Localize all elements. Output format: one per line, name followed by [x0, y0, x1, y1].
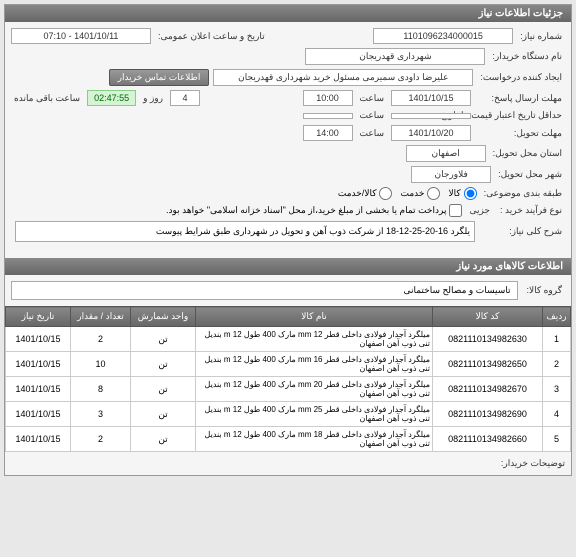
need-details-panel: جزئیات اطلاعات نیاز شماره نیاز: 11010962… — [4, 4, 572, 476]
cell-code: 0821110134982670 — [433, 377, 543, 402]
buyer-org-field: شهرداری قهدریجان — [305, 48, 485, 65]
cell-date: 1401/10/15 — [6, 427, 71, 452]
cell-unit: تن — [131, 427, 196, 452]
cell-date: 1401/10/15 — [6, 377, 71, 402]
subject-class-label: طبقه بندی موضوعی: — [481, 188, 565, 199]
cell-date: 1401/10/15 — [6, 352, 71, 377]
th-name: نام کالا — [196, 307, 433, 327]
table-row: 20821110134982650میلگرد آجدار فولادی داخ… — [6, 352, 571, 377]
cell-unit: تن — [131, 402, 196, 427]
payment-note-text: پرداخت تمام یا بخشی از مبلغ خرید،از محل … — [166, 205, 446, 216]
radio-service-input[interactable] — [427, 187, 440, 200]
deadline-time-field: 10:00 — [303, 90, 353, 106]
cell-idx: 5 — [543, 427, 571, 452]
cell-name: میلگرد آجدار فولادی داخلی قطر 12 mm مارک… — [196, 327, 433, 352]
purchase-type-value: جزیی — [466, 205, 493, 216]
cell-idx: 3 — [543, 377, 571, 402]
table-row: 50821110134982660میلگرد آجدار فولادی داخ… — [6, 427, 571, 452]
creator-field: علیرضا داودی سمیرمی مسئول خرید شهرداری ق… — [213, 69, 473, 86]
cell-unit: تن — [131, 352, 196, 377]
cell-qty: 3 — [71, 402, 131, 427]
cell-qty: 8 — [71, 377, 131, 402]
remain-days-field: 4 — [170, 90, 200, 106]
th-idx: ردیف — [543, 307, 571, 327]
table-row: 30821110134982670میلگرد آجدار فولادی داخ… — [6, 377, 571, 402]
contact-buyer-button[interactable]: اطلاعات تماس خریدار — [109, 69, 210, 86]
form-area: شماره نیاز: 1101096234000015 تاریخ و ساع… — [5, 22, 571, 252]
cell-idx: 1 — [543, 327, 571, 352]
table-row: 40821110134982690میلگرد آجدار فولادی داخ… — [6, 402, 571, 427]
validity-label: حداقل تاریخ اعتبار قیمت: تا تاریخ — [475, 110, 565, 121]
delivery-label: مهلت تحویل: — [475, 128, 565, 139]
delivery-city-field: فلاورجان — [411, 166, 491, 183]
delivery-time-field: 14:00 — [303, 125, 353, 141]
radio-goods-input[interactable] — [464, 187, 477, 200]
cell-code: 0821110134982630 — [433, 327, 543, 352]
deadline-label: مهلت ارسال پاسخ: — [475, 93, 565, 104]
cell-qty: 2 — [71, 427, 131, 452]
need-no-label: شماره نیاز: — [517, 31, 565, 42]
purchase-type-label: نوع فرآیند خرید : — [497, 205, 565, 216]
buyer-notes-label: توضیحات خریدار: — [5, 452, 571, 475]
delivery-city-label: شهر محل تحویل: — [495, 169, 565, 180]
radio-goods[interactable]: کالا — [448, 187, 476, 200]
radio-both[interactable]: کالا/خدمت — [338, 187, 393, 200]
cell-code: 0821110134982650 — [433, 352, 543, 377]
subject-class-radios: کالا خدمت کالا/خدمت — [338, 187, 477, 200]
radio-both-input[interactable] — [379, 187, 392, 200]
cell-qty: 2 — [71, 327, 131, 352]
radio-goods-label: کالا — [448, 188, 460, 199]
need-no-field: 1101096234000015 — [373, 28, 513, 44]
cell-idx: 2 — [543, 352, 571, 377]
group-label: گروه کالا: — [524, 285, 565, 296]
time-label-3: ساعت — [357, 128, 388, 139]
th-unit: واحد شمارش — [131, 307, 196, 327]
creator-label: ایجاد کننده درخواست: — [477, 72, 565, 83]
cell-name: میلگرد آجدار فولادی داخلی قطر 25 mm مارک… — [196, 402, 433, 427]
cell-unit: تن — [131, 327, 196, 352]
cell-unit: تن — [131, 377, 196, 402]
th-date: تاریخ نیاز — [6, 307, 71, 327]
remain-label: ساعت باقی مانده — [11, 93, 83, 104]
cell-idx: 4 — [543, 402, 571, 427]
cell-qty: 10 — [71, 352, 131, 377]
time-label-2: ساعت — [357, 110, 388, 121]
delivery-province-field: اصفهان — [406, 145, 486, 162]
panel-title: جزئیات اطلاعات نیاز — [5, 5, 571, 22]
cell-code: 0821110134982690 — [433, 402, 543, 427]
radio-service[interactable]: خدمت — [400, 187, 440, 200]
table-row: 10821110134982630میلگرد آجدار فولادی داخ… — [6, 327, 571, 352]
desc-field: یلگرد 16-20-25-12-18 از شرکت ذوب آهن و ت… — [15, 221, 475, 242]
cell-date: 1401/10/15 — [6, 402, 71, 427]
remain-time-field: 02:47:55 — [87, 90, 136, 106]
deadline-date-field: 1401/10/15 — [391, 90, 471, 106]
cell-code: 0821110134982660 — [433, 427, 543, 452]
cell-name: میلگرد آجدار فولادی داخلی قطر 18 mm مارک… — [196, 427, 433, 452]
goods-table: ردیف کد کالا نام کالا واحد شمارش تعداد /… — [5, 306, 571, 452]
time-label-1: ساعت — [357, 93, 388, 104]
th-code: کد کالا — [433, 307, 543, 327]
validity-date-field — [391, 113, 471, 119]
th-qty: تعداد / مقدار — [71, 307, 131, 327]
delivery-date-field: 1401/10/20 — [391, 125, 471, 141]
goods-section-title: اطلاعات کالاهای مورد نیاز — [5, 258, 571, 275]
payment-note-check[interactable]: پرداخت تمام یا بخشی از مبلغ خرید،از محل … — [166, 204, 462, 217]
delivery-province-label: استان محل تحویل: — [490, 148, 565, 159]
cell-date: 1401/10/15 — [6, 327, 71, 352]
public-date-field: 1401/10/11 - 07:10 — [11, 28, 151, 44]
cell-name: میلگرد آجدار فولادی داخلی قطر 16 mm مارک… — [196, 352, 433, 377]
buyer-org-label: نام دستگاه خریدار: — [489, 51, 565, 62]
remain-days-label: روز و — [140, 93, 166, 104]
payment-note-checkbox[interactable] — [449, 204, 462, 217]
validity-time-field — [303, 113, 353, 119]
radio-both-label: کالا/خدمت — [338, 188, 377, 199]
desc-label: شرح کلی نیاز: — [475, 226, 565, 237]
public-date-label: تاریخ و ساعت اعلان عمومی: — [155, 31, 268, 42]
cell-name: میلگرد آجدار فولادی داخلی قطر 20 mm مارک… — [196, 377, 433, 402]
group-field: تاسیسات و مصالح ساختمانی — [11, 281, 518, 300]
radio-service-label: خدمت — [400, 188, 424, 199]
